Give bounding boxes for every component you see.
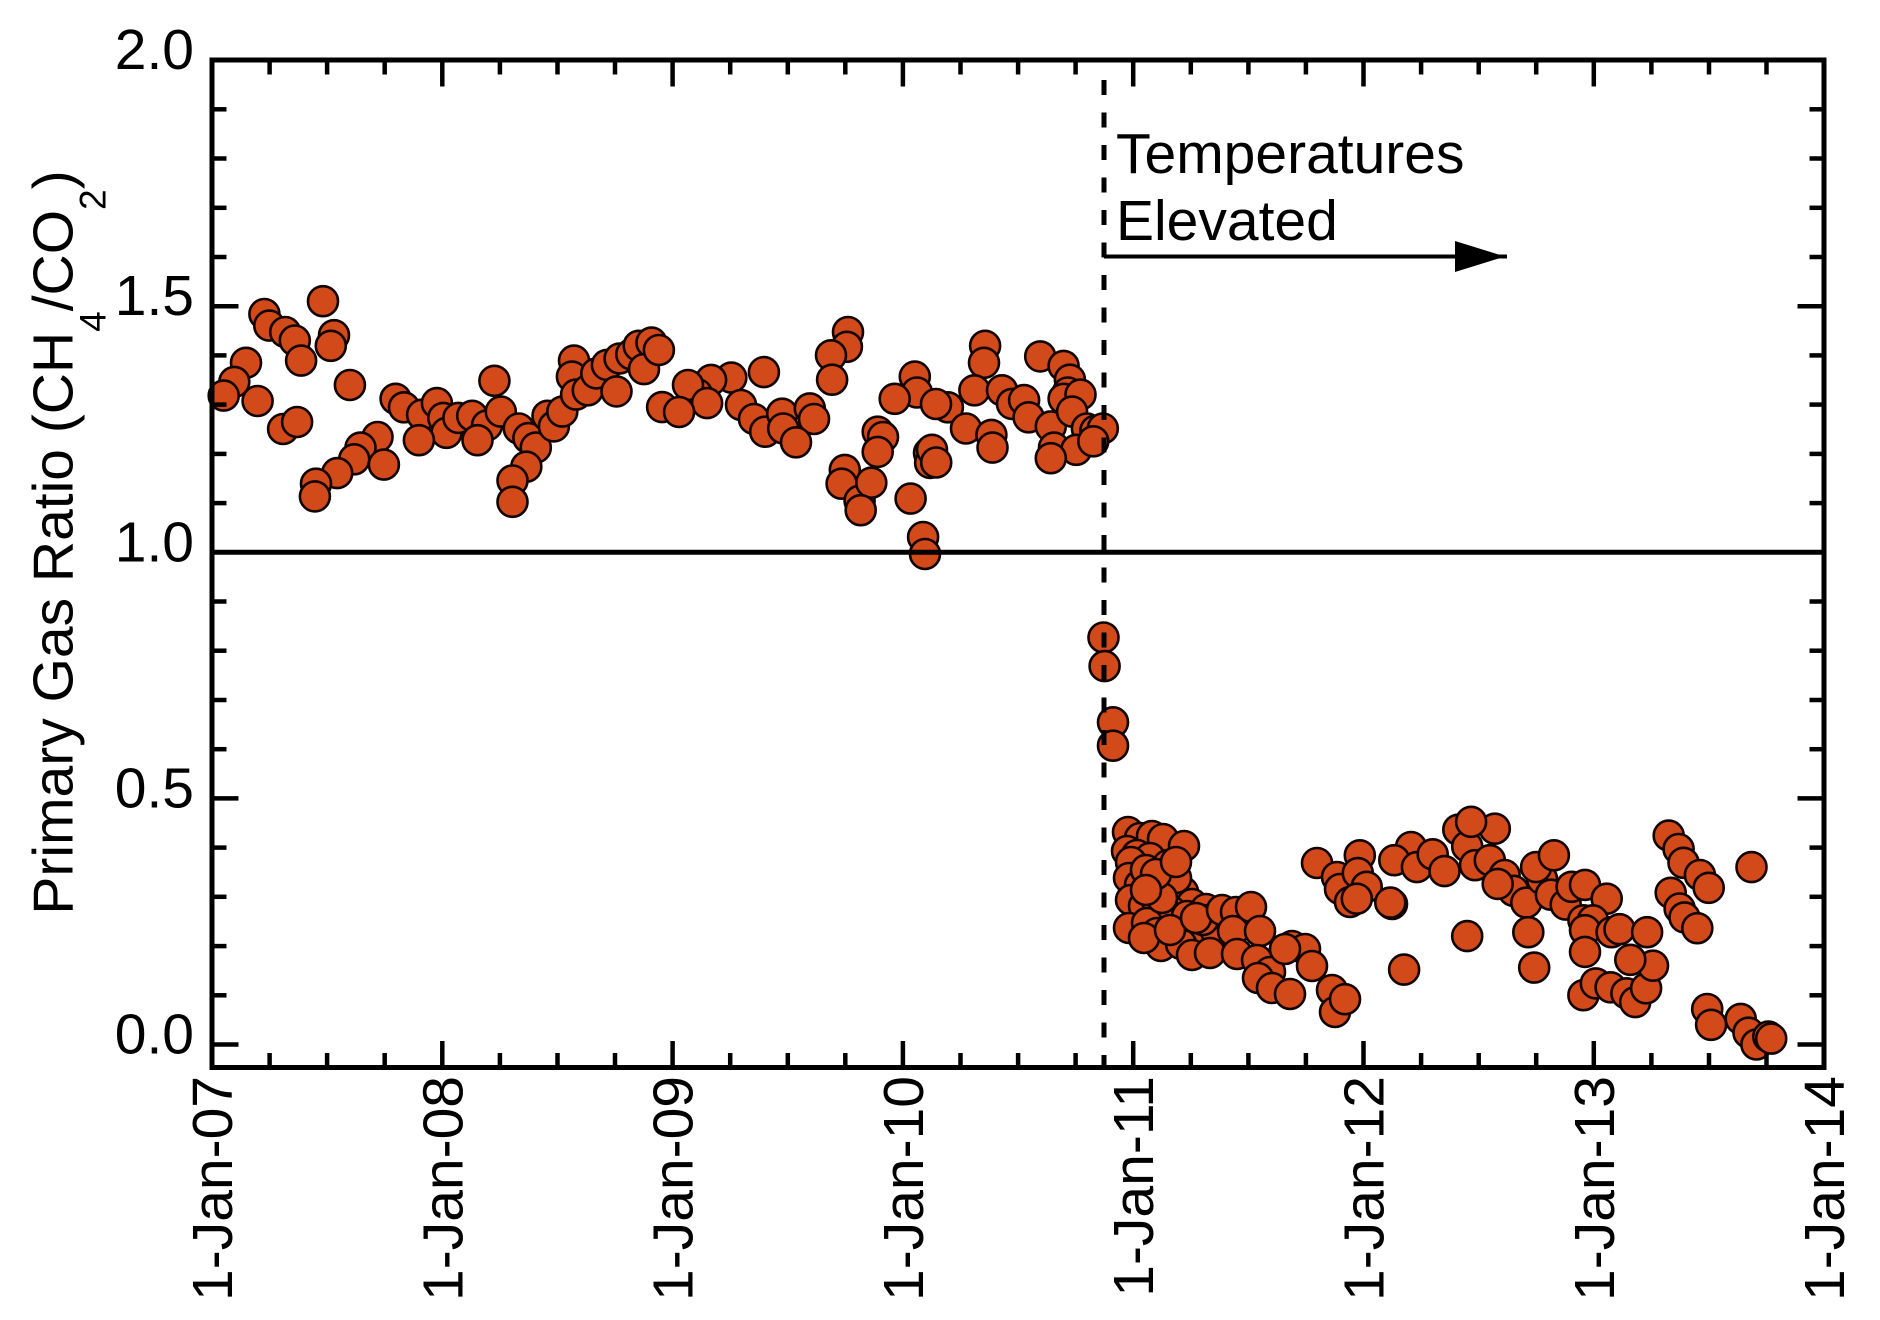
svg-text:2.0: 2.0 <box>115 18 194 82</box>
svg-text:1-Jan-07: 1-Jan-07 <box>181 1076 245 1301</box>
svg-text:1-Jan-08: 1-Jan-08 <box>411 1076 475 1301</box>
svg-text:1-Jan-13: 1-Jan-13 <box>1563 1076 1627 1301</box>
svg-text:1.5: 1.5 <box>115 264 194 328</box>
svg-text:1-Jan-12: 1-Jan-12 <box>1333 1076 1397 1301</box>
svg-text:Temperatures: Temperatures <box>1116 122 1465 186</box>
svg-text:0.5: 0.5 <box>115 756 194 820</box>
svg-text:1-Jan-10: 1-Jan-10 <box>872 1076 936 1301</box>
svg-text:Elevated: Elevated <box>1116 189 1338 253</box>
svg-text:1-Jan-11: 1-Jan-11 <box>1102 1076 1166 1297</box>
svg-text:1-Jan-14: 1-Jan-14 <box>1793 1076 1857 1301</box>
svg-text:1.0: 1.0 <box>115 510 194 574</box>
svg-text:0.0: 0.0 <box>115 1003 194 1067</box>
svg-text:1-Jan-09: 1-Jan-09 <box>642 1076 706 1301</box>
